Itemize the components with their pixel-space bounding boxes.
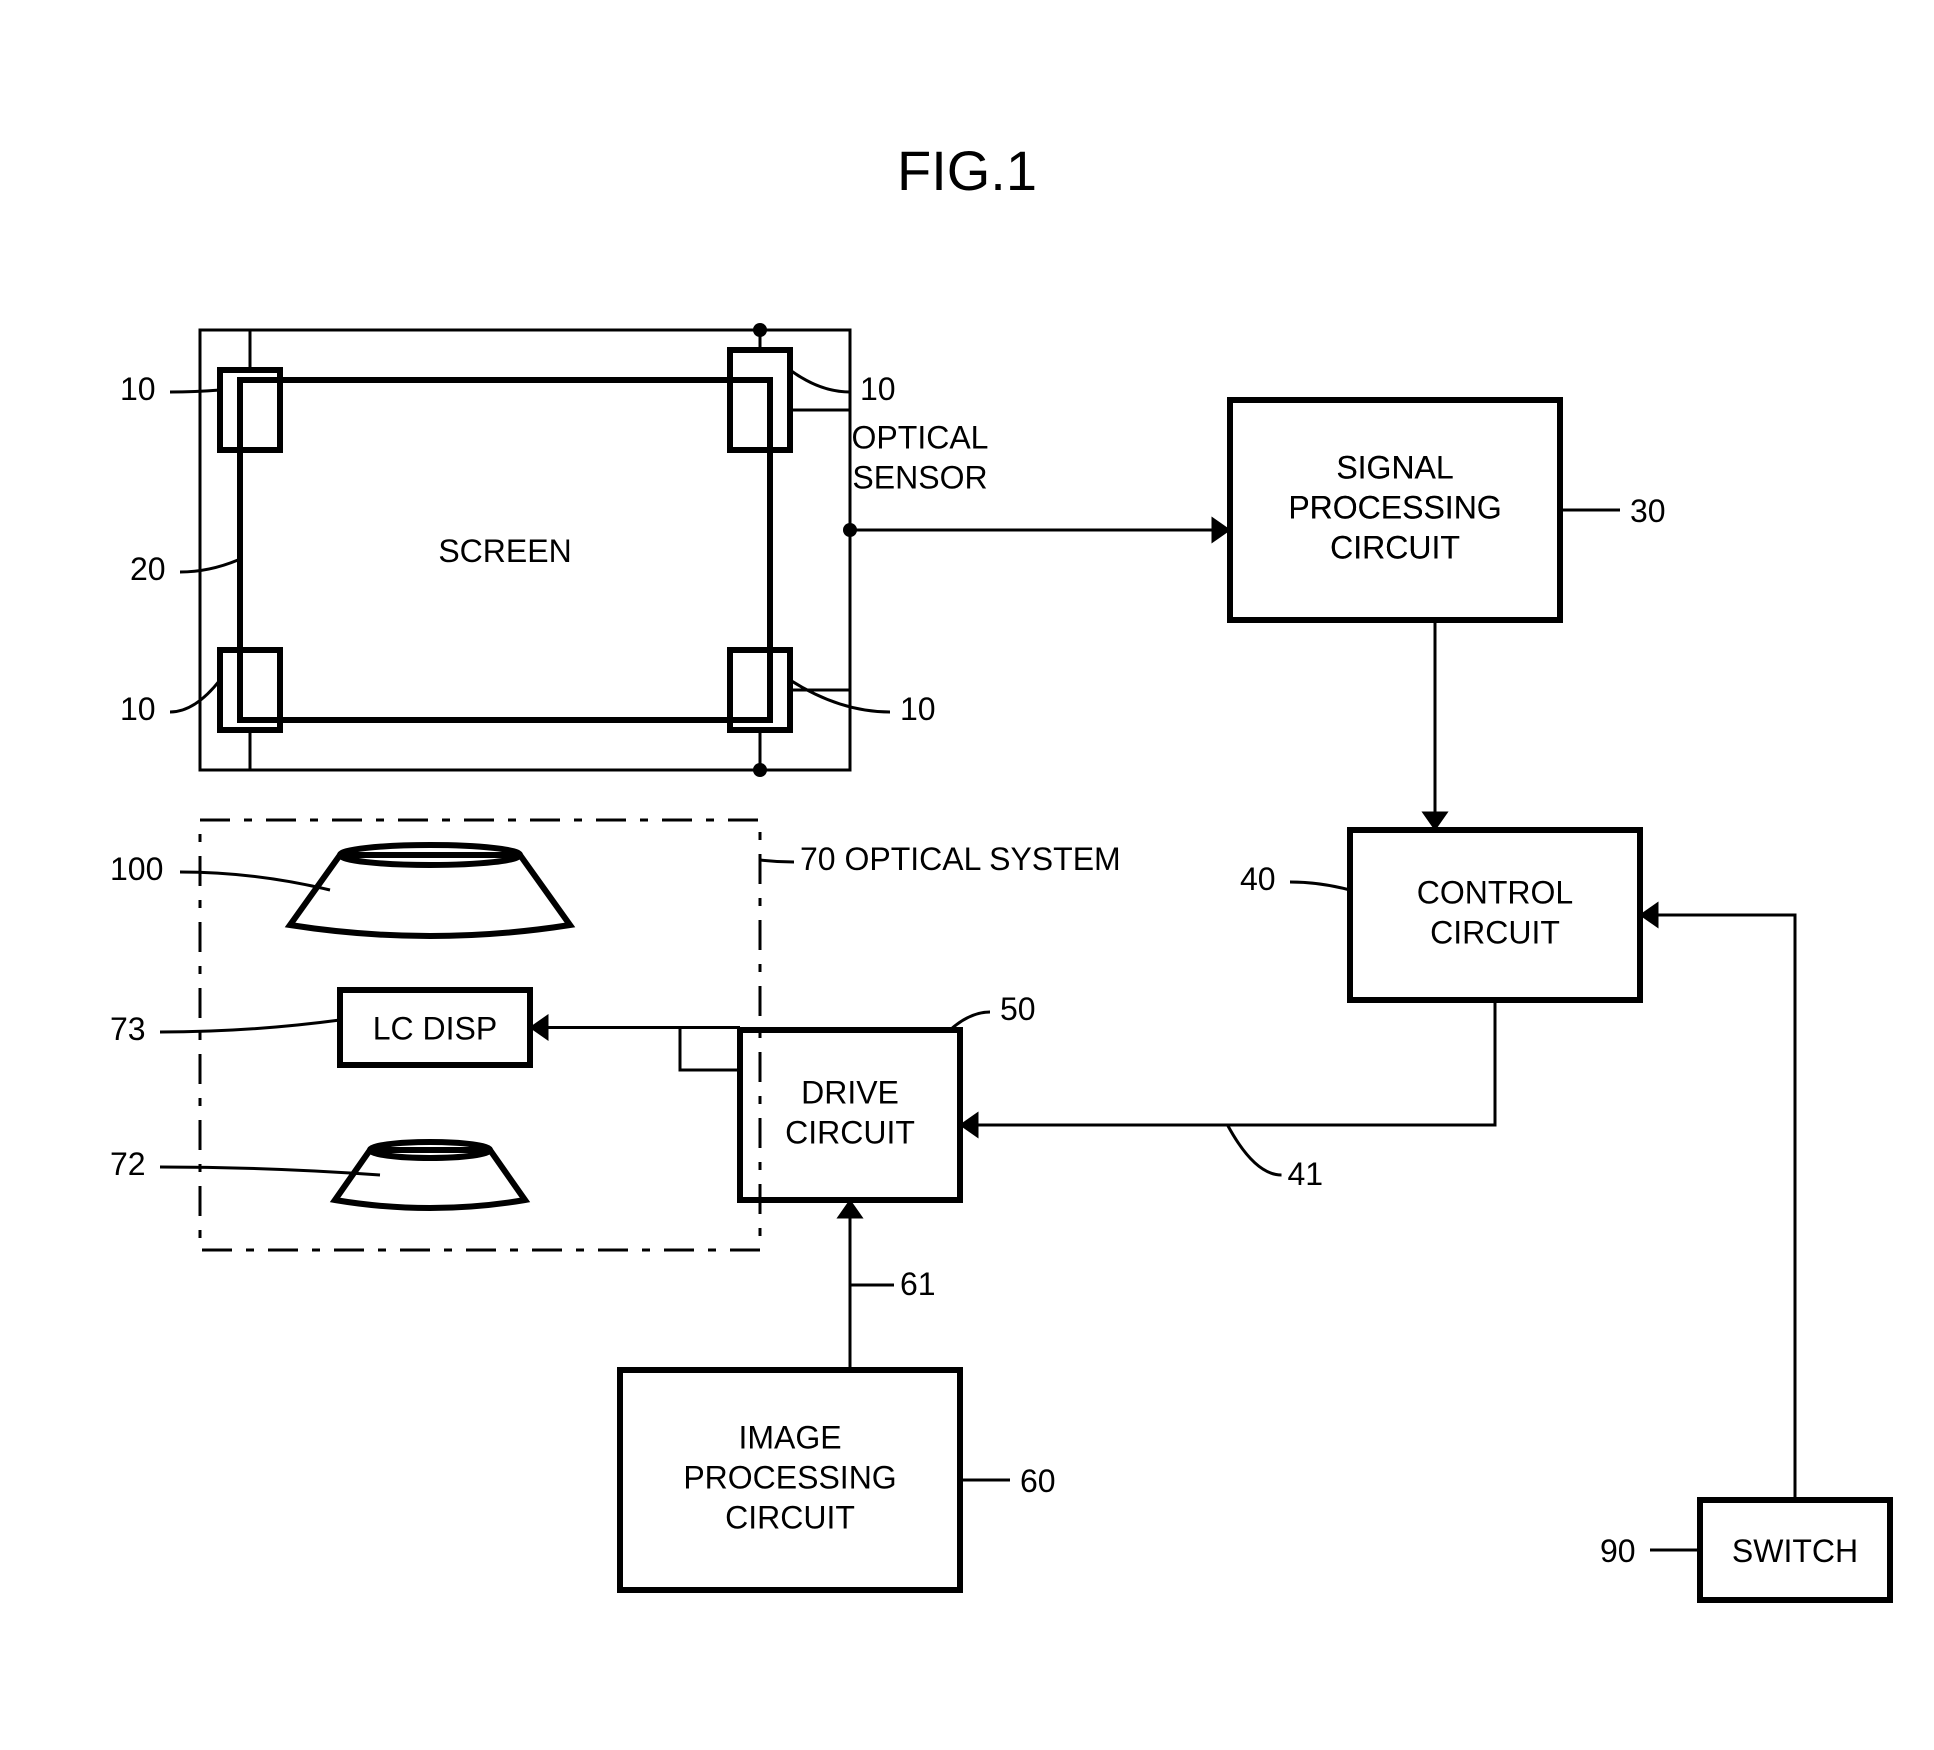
ref-40: 40 — [1240, 861, 1276, 897]
junction-dot — [753, 323, 767, 337]
ref-50: 50 — [1000, 991, 1036, 1027]
leader-line — [170, 680, 220, 712]
svg-text:SENSOR: SENSOR — [852, 459, 987, 495]
ref-10-tr: 10 — [860, 371, 896, 407]
optical-sensor-label: OPTICAL SENSOR — [852, 419, 989, 495]
switch-label: SWITCH — [1732, 1533, 1858, 1569]
svg-text:SIGNAL: SIGNAL — [1336, 449, 1453, 485]
wire-drive-to-lcdisp — [530, 1028, 740, 1071]
svg-text:PROCESSING: PROCESSING — [683, 1459, 896, 1495]
svg-text:PROCESSING: PROCESSING — [1288, 489, 1501, 525]
svg-text:CONTROL: CONTROL — [1417, 874, 1573, 910]
svg-text:OPTICAL: OPTICAL — [852, 419, 989, 455]
ref-100: 100 — [110, 851, 163, 887]
ref-10-tl: 10 — [120, 371, 156, 407]
ref-60: 60 — [1020, 1463, 1056, 1499]
leader-line — [1228, 1125, 1282, 1175]
leader-line — [160, 1167, 380, 1175]
leader-line — [180, 872, 330, 890]
lc-disp-label: LC DISP — [373, 1011, 497, 1047]
svg-text:CIRCUIT: CIRCUIT — [1330, 529, 1460, 565]
figure-title: FIG.1 — [897, 139, 1037, 202]
leader-line — [790, 370, 850, 392]
ref-90: 90 — [1600, 1533, 1636, 1569]
svg-text:CIRCUIT: CIRCUIT — [785, 1114, 915, 1150]
ref-73: 73 — [110, 1011, 146, 1047]
ref-72: 72 — [110, 1146, 146, 1182]
leader-line — [1290, 882, 1350, 890]
svg-text:IMAGE: IMAGE — [738, 1419, 841, 1455]
junction-dot — [753, 763, 767, 777]
ref-20: 20 — [130, 551, 166, 587]
screen-label: SCREEN — [438, 533, 571, 569]
svg-text:CIRCUIT: CIRCUIT — [725, 1499, 855, 1535]
ref-10-br: 10 — [900, 691, 936, 727]
ref-61: 61 — [900, 1266, 936, 1302]
ref-10-bl: 10 — [120, 691, 156, 727]
wire-control-to-drive — [960, 1000, 1495, 1125]
ref-41: 41 — [1288, 1156, 1324, 1192]
ref-30: 30 — [1630, 493, 1666, 529]
image-label: IMAGE PROCESSING CIRCUIT — [683, 1419, 896, 1535]
leader-line — [160, 1020, 340, 1032]
wire-switch-to-control — [1640, 915, 1795, 1500]
drive-label: DRIVE CIRCUIT — [785, 1074, 915, 1150]
sensor-tr — [730, 350, 790, 450]
control-label: CONTROL CIRCUIT — [1417, 874, 1573, 950]
ref-70: 70 OPTICAL SYSTEM — [800, 841, 1121, 877]
signal-label: SIGNAL PROCESSING CIRCUIT — [1288, 449, 1501, 565]
leader-line — [790, 680, 890, 712]
leader-line — [170, 390, 220, 392]
leader-line — [760, 860, 794, 862]
svg-text:DRIVE: DRIVE — [801, 1074, 899, 1110]
leader-line — [180, 560, 238, 572]
svg-text:CIRCUIT: CIRCUIT — [1430, 914, 1560, 950]
